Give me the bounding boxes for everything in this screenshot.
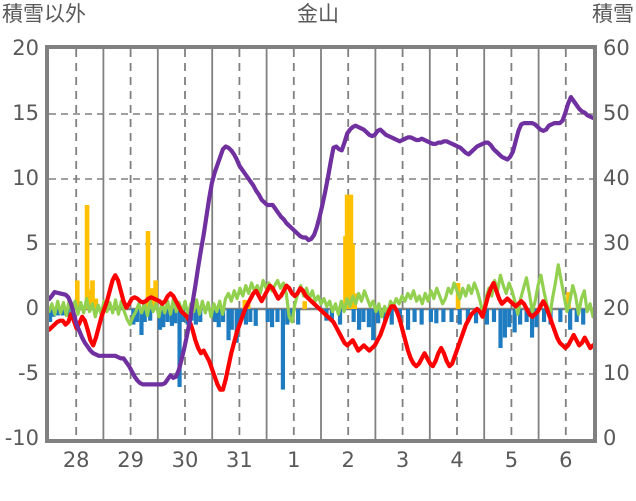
x-tick-label-28: 28	[62, 448, 90, 472]
x-tick-label-3: 3	[395, 448, 410, 472]
y-tick-right-label-30: 30	[603, 231, 630, 255]
y-tick-right-label-60: 60	[603, 36, 630, 60]
y-tick-label-20: 20	[12, 36, 39, 60]
y-tick-right-label-20: 20	[603, 296, 630, 320]
chart-title: 金山	[297, 2, 339, 26]
x-tick-label-5: 5	[504, 448, 519, 472]
y-tick-right-label-40: 40	[603, 166, 630, 190]
y-tick-label-10: 10	[12, 166, 39, 190]
x-tick-label-1: 1	[287, 448, 301, 472]
x-tick-label-2: 2	[341, 448, 355, 472]
x-tick-label-6: 6	[559, 448, 573, 472]
y-tick-label-15: 15	[12, 101, 39, 125]
left-axis-title: 積雪以外	[2, 2, 86, 26]
plot-inner	[49, 49, 593, 439]
y-tick-right-label-50: 50	[603, 101, 630, 125]
bar-group	[49, 309, 586, 390]
right-axis-title: 積雪	[592, 2, 634, 26]
y-tick-label--10: -10	[4, 426, 39, 450]
x-tick-label-30: 30	[171, 448, 199, 472]
y-tick-label-5: 5	[25, 231, 39, 255]
x-tick-label-31: 31	[226, 448, 253, 472]
y-tick-right-label-0: 0	[603, 426, 617, 450]
x-tick-label-29: 29	[117, 448, 144, 472]
y-tick-label-0: 0	[25, 296, 39, 320]
x-tick-label-4: 4	[450, 448, 464, 472]
plot-area	[45, 45, 597, 443]
chart-canvas	[49, 49, 593, 439]
y-tick-right-label-10: 10	[603, 361, 630, 385]
y-tick-label--5: -5	[18, 361, 39, 385]
